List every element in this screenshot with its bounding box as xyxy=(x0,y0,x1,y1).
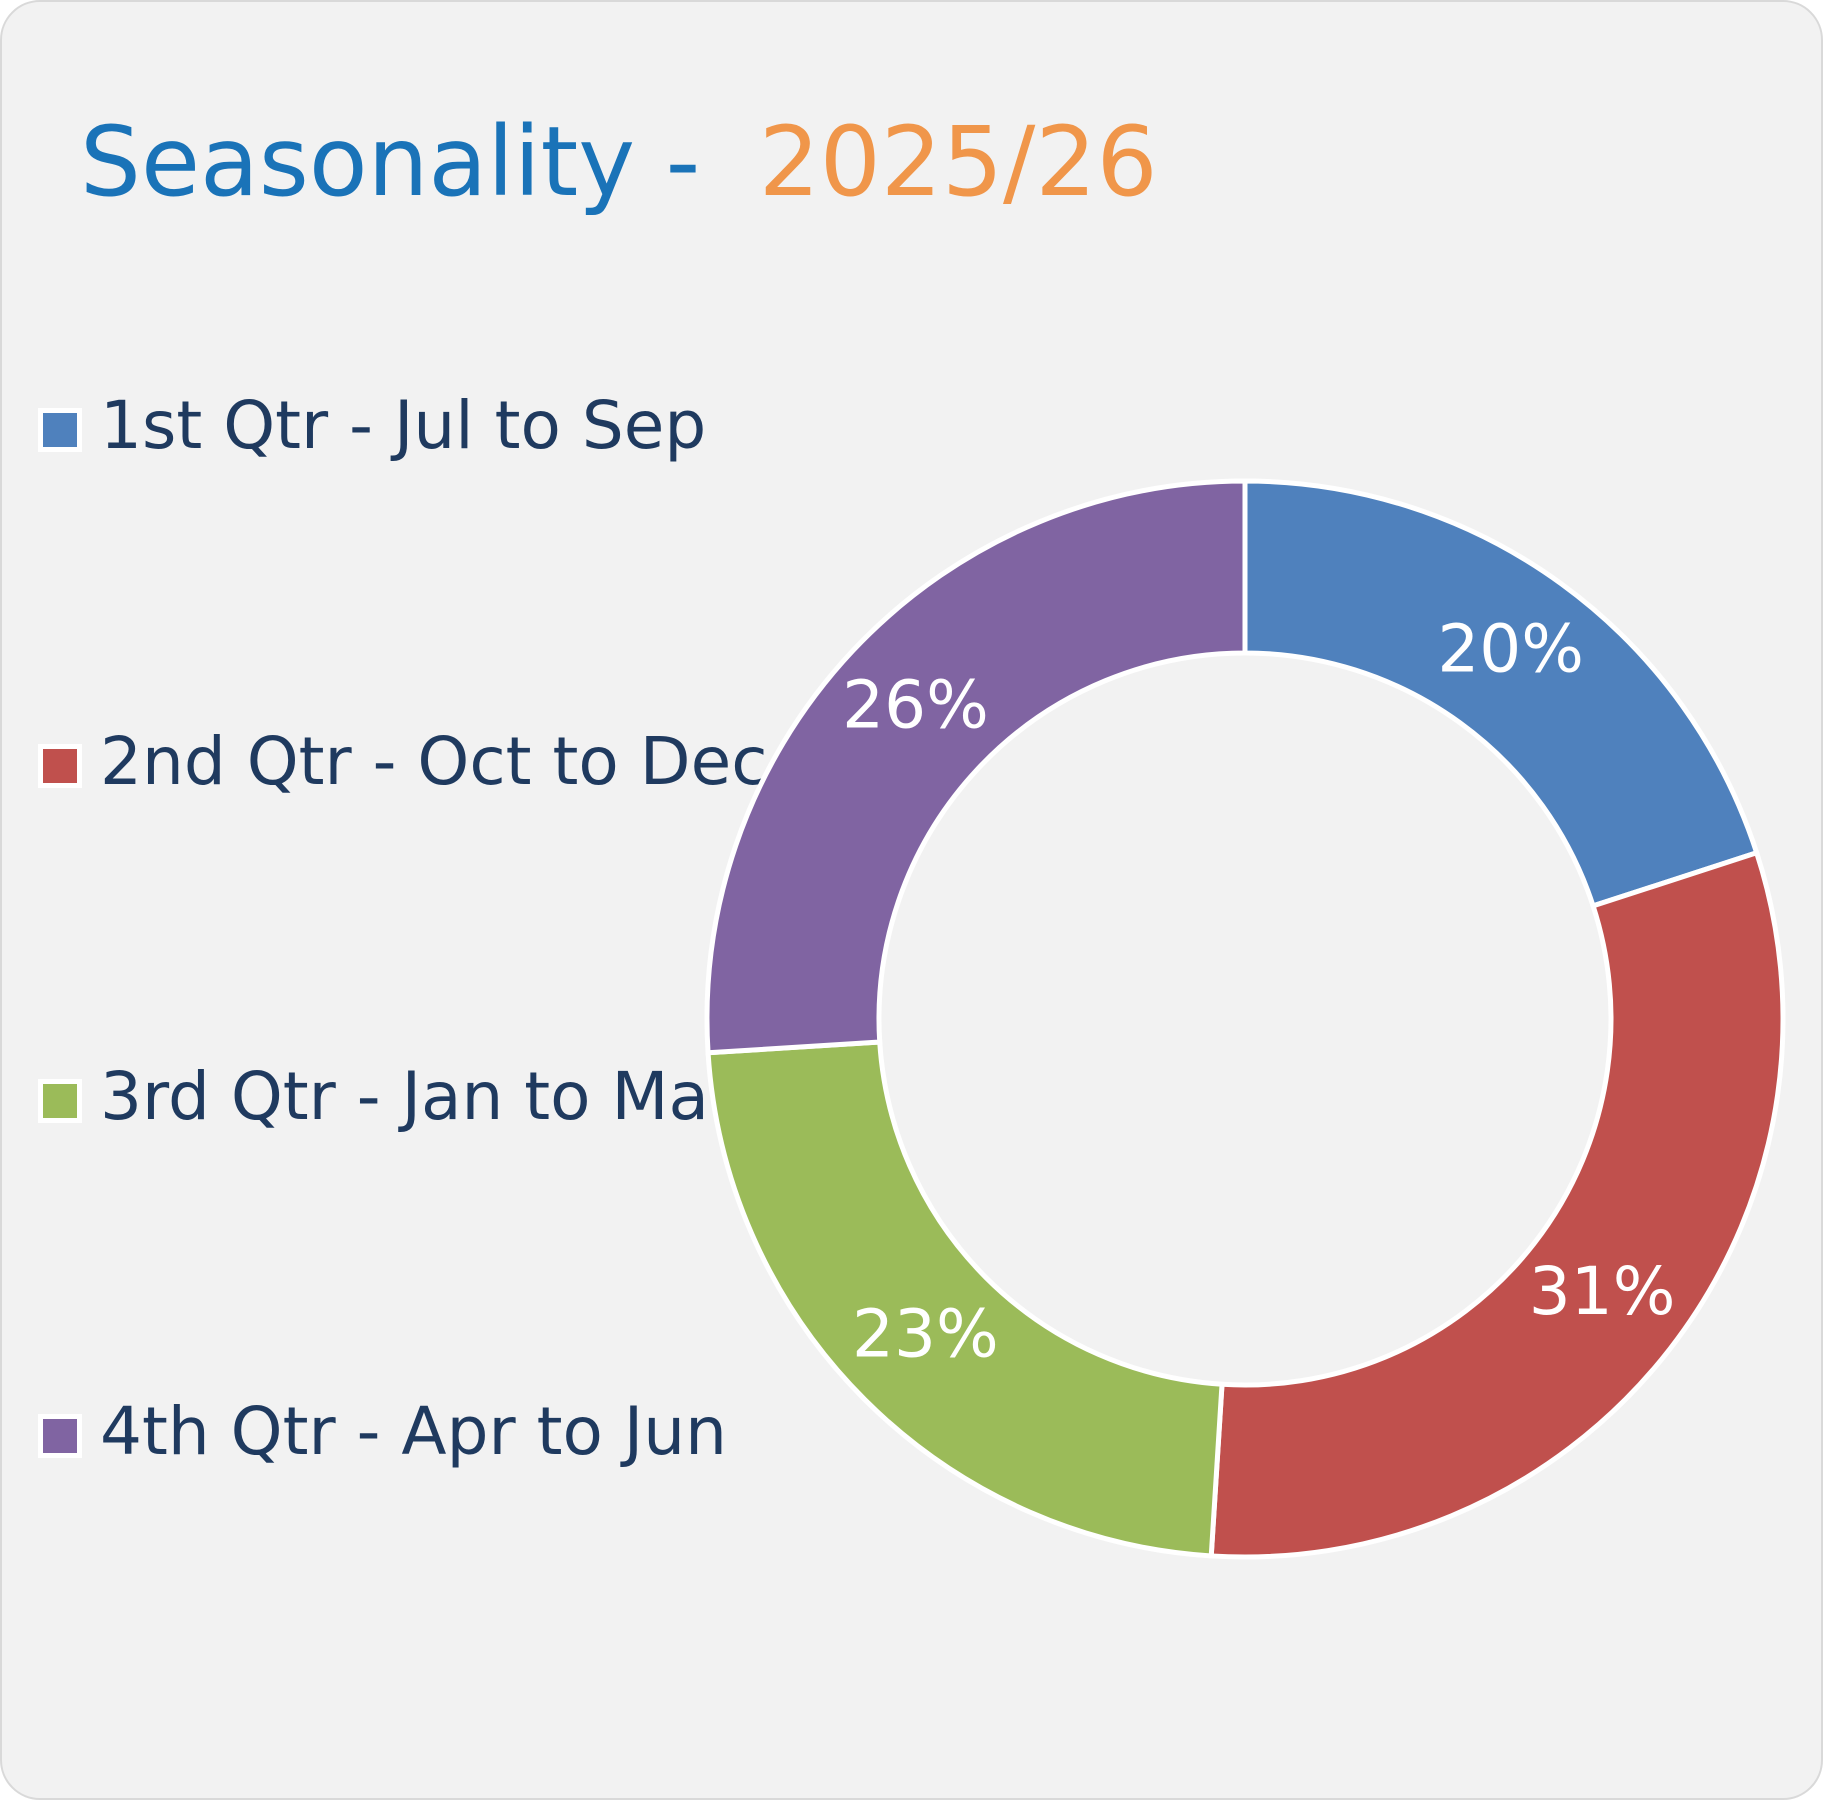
legend-swatch-q1 xyxy=(38,408,82,452)
slice-label-q3: 23% xyxy=(852,1296,999,1373)
legend-label-q1: 1st Qtr - Jul to Sep xyxy=(100,387,707,464)
title-year: 2025/26 xyxy=(758,106,1158,218)
slice-label-q2: 31% xyxy=(1529,1253,1676,1330)
title-separator: - xyxy=(665,106,701,218)
slice-q2 xyxy=(1208,849,1786,1560)
legend-label-q3: 3rd Qtr - Jan to Mar xyxy=(100,1058,737,1135)
slice-q4 xyxy=(704,478,1248,1056)
slice-label-q1: 20% xyxy=(1437,610,1584,687)
slice-q3 xyxy=(705,1039,1225,1559)
slice-label-q4: 26% xyxy=(842,667,989,744)
legend-swatch-q4 xyxy=(38,1414,82,1458)
legend-label-q2: 2nd Qtr - Oct to Dec xyxy=(100,723,768,800)
legend-swatch-q3 xyxy=(38,1079,82,1123)
slice-q1 xyxy=(1242,478,1760,910)
legend-swatch-q2 xyxy=(38,744,82,788)
legend-label-q4: 4th Qtr - Apr to Jun xyxy=(100,1393,727,1470)
chart-title: Seasonality - 2025/26 xyxy=(80,114,1158,210)
title-main: Seasonality xyxy=(80,106,636,218)
